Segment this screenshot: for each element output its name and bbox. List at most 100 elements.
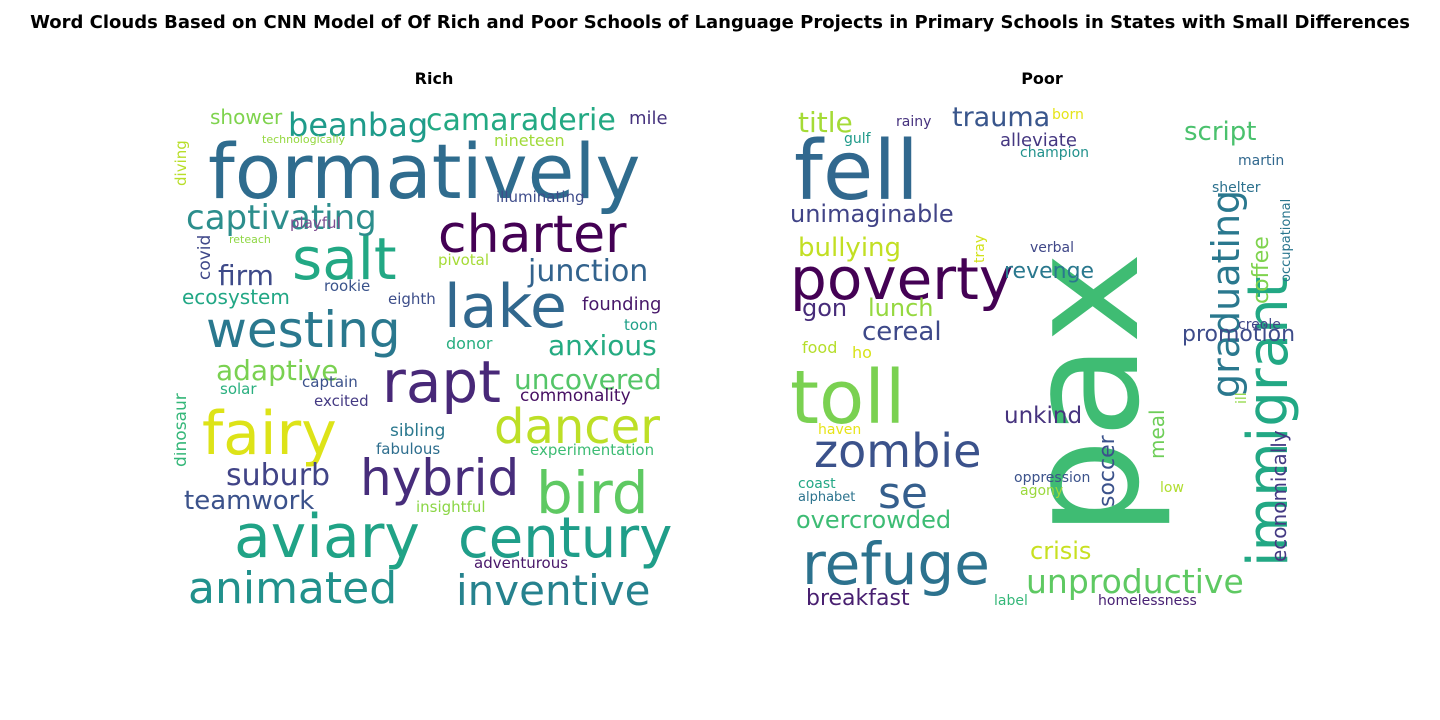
word-rich-lake: lake [444, 272, 567, 342]
word-poor-gon: gon [802, 294, 847, 322]
word-rich-dancer: dancer [494, 399, 660, 455]
word-rich-dinosaur: dinosaur [174, 393, 191, 467]
word-rich-uncovered: uncovered [514, 363, 662, 396]
word-rich-commonality: commonality [520, 386, 631, 406]
word-poor-crisis: crisis [1030, 537, 1091, 565]
word-rich-rookie: rookie [324, 277, 370, 295]
word-rich-diving: diving [174, 140, 190, 186]
word-poor-label: label [994, 593, 1028, 609]
word-rich-sibling: sibling [390, 421, 445, 441]
word-rich-covid: covid [195, 235, 215, 280]
word-rich-pivotal: pivotal [438, 251, 489, 269]
word-poor-graduating: graduating [1204, 190, 1248, 398]
word-poor-coffee: coffee [1249, 236, 1274, 304]
word-rich-bird: bird [536, 459, 649, 527]
word-rich-mile: mile [629, 108, 668, 129]
word-poor-occupational: occupational [1279, 199, 1294, 282]
word-rich-anxious: anxious [548, 329, 657, 362]
word-poor-pax: pax [993, 252, 1174, 537]
word-rich-shower: shower [210, 105, 283, 129]
word-poor-cereal: cereal [862, 317, 942, 347]
word-poor-tray: tray [972, 235, 988, 263]
word-rich-founding: founding [582, 294, 661, 315]
word-poor-unkind: unkind [1004, 403, 1082, 429]
word-poor-agony: agony [1020, 483, 1063, 499]
word-poor-low: low [1160, 480, 1184, 496]
word-poor-born: born [1052, 107, 1084, 123]
word-poor-zombie: zombie [814, 424, 981, 478]
word-poor-haven: haven [818, 422, 861, 438]
word-poor-refuge: refuge [802, 530, 990, 598]
word-poor-rainy: rainy [896, 114, 931, 130]
word-poor-food: food [802, 338, 837, 357]
word-poor-coast: coast [798, 476, 836, 492]
panel-title-poor: Poor [1021, 69, 1063, 88]
word-poor-alleviate: alleviate [1000, 130, 1077, 151]
word-rich-westing: westing [206, 301, 401, 359]
word-poor-economically: economically [1267, 430, 1291, 562]
word-rich-teamwork: teamwork [184, 486, 314, 516]
word-rich-aviary: aviary [234, 502, 420, 572]
word-poor-ill: ill [1234, 392, 1250, 404]
word-poor-fell: fell [794, 124, 919, 219]
word-poor-toll: toll [790, 355, 905, 441]
word-rich-ecosystem: ecosystem [182, 285, 290, 309]
word-rich-toon: toon [624, 316, 658, 334]
word-rich-eighth: eighth [388, 290, 436, 308]
word-rich-adventurous: adventurous [474, 554, 568, 572]
word-rich-suburb: suburb [226, 458, 330, 493]
word-rich-experimentation: experimentation [530, 441, 654, 459]
word-poor-homelessness: homelessness [1098, 593, 1197, 609]
word-rich-fabulous: fabulous [376, 440, 440, 458]
word-poor-soccer: soccer [1095, 434, 1120, 507]
word-rich-excited: excited [314, 392, 369, 410]
word-poor-creole: creole [1238, 317, 1281, 333]
word-poor-poverty: poverty [790, 245, 1013, 313]
word-rich-donor: donor [446, 334, 493, 353]
figure-title: Word Clouds Based on CNN Model of Of Ric… [30, 12, 1410, 33]
word-rich-playful: playful [290, 214, 341, 232]
word-poor-unproductive: unproductive [1026, 562, 1244, 601]
word-rich-salt: salt [292, 225, 397, 293]
word-poor-script: script [1184, 117, 1256, 147]
word-rich-reteach: reteach [229, 233, 271, 246]
panel-title-rich: Rich [414, 69, 454, 88]
word-poor-se: se [878, 468, 928, 519]
word-rich-firm: firm [218, 259, 274, 292]
word-rich-animated: animated [188, 563, 397, 614]
word-poor-alphabet: alphabet [798, 490, 855, 505]
word-rich-rapt: rapt [382, 348, 501, 416]
word-poor-shelter: shelter [1212, 180, 1261, 196]
word-poor-breakfast: breakfast [806, 586, 910, 611]
word-rich-illuminating: illuminating [496, 188, 585, 206]
word-rich-insightful: insightful [416, 498, 486, 516]
word-poor-lunch: lunch [868, 294, 934, 322]
word-rich-charter: charter [438, 205, 627, 265]
word-poor-overcrowded: overcrowded [796, 506, 951, 534]
word-poor-revenge: revenge [1004, 259, 1094, 284]
word-poor-unimaginable: unimaginable [790, 200, 954, 228]
word-rich-adaptive: adaptive [216, 354, 338, 387]
word-poor-ho: ho [852, 343, 872, 362]
word-rich-inventive: inventive [456, 566, 650, 615]
word-poor-martin: martin [1238, 153, 1284, 169]
word-poor-gulf: gulf [844, 131, 872, 147]
word-rich-beanbag: beanbag [288, 106, 428, 144]
word-rich-junction: junction [527, 254, 648, 289]
word-poor-oppression: oppression [1014, 470, 1090, 486]
word-poor-meal: meal [1145, 409, 1169, 459]
word-rich-camaraderie: camaraderie [426, 103, 616, 138]
word-rich-solar: solar [220, 380, 257, 398]
word-poor-trauma: trauma [952, 102, 1050, 133]
word-rich-captain: captain [302, 373, 358, 391]
word-poor-immigrant: immigrant [1236, 276, 1301, 567]
word-rich-technologically: technologically [262, 133, 346, 146]
word-rich-formatively: formatively [208, 127, 641, 216]
word-poor-champion: champion [1020, 145, 1089, 161]
word-rich-century: century [458, 506, 672, 571]
word-rich-nineteen: nineteen [494, 131, 565, 150]
word-poor-promotion: promotion [1182, 322, 1295, 347]
word-rich-hybrid: hybrid [360, 449, 519, 507]
